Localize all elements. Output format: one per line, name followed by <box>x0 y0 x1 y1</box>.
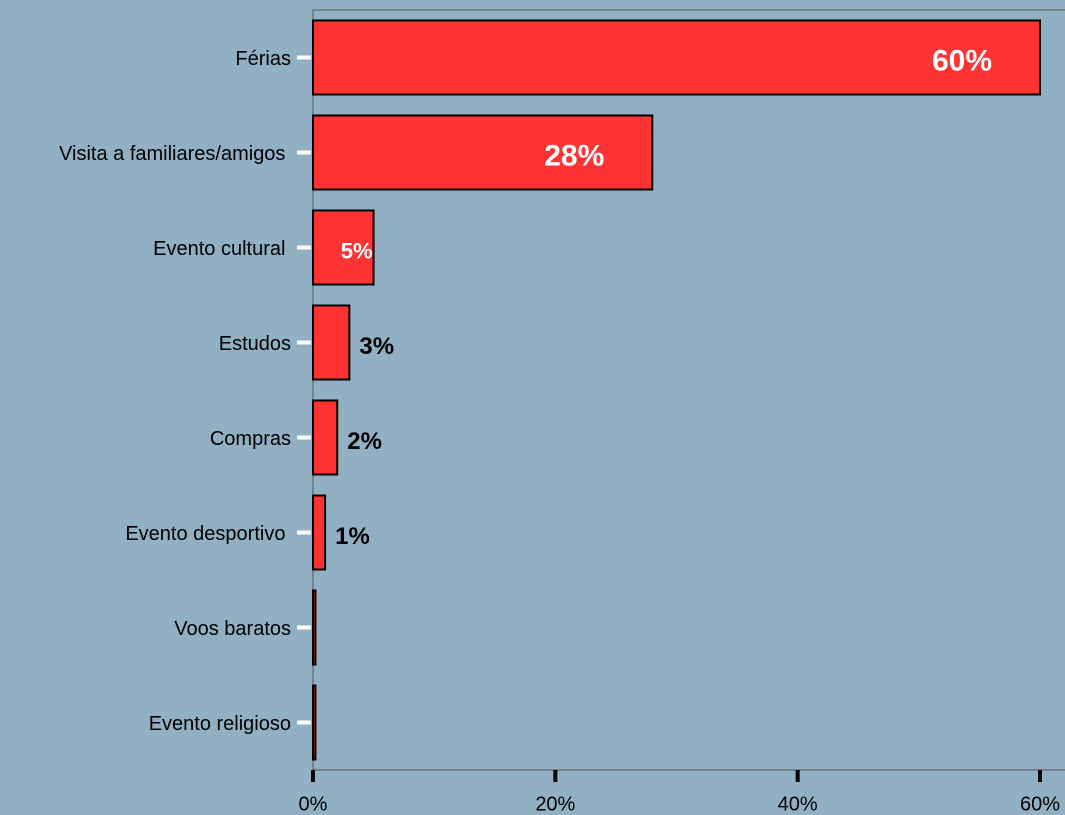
bar <box>312 19 1041 96</box>
value-label: 28% <box>544 139 604 172</box>
x-tick-label: 40% <box>778 793 818 815</box>
bar <box>312 209 375 286</box>
x-tick-label: 60% <box>1020 793 1060 815</box>
value-label: 3% <box>359 333 394 360</box>
value-label: 5% <box>341 238 373 263</box>
category-label: Evento cultural <box>153 238 291 260</box>
bar <box>312 494 327 571</box>
bar <box>312 399 339 476</box>
bar <box>312 684 317 761</box>
x-tick-label: 0% <box>299 793 328 815</box>
category-label: Visita a familiares/amigos <box>59 143 291 165</box>
category-label: Voos baratos <box>174 618 291 640</box>
x-tick-label: 20% <box>535 793 575 815</box>
category-label: Estudos <box>219 333 291 355</box>
value-label: 2% <box>347 428 382 455</box>
category-label: Compras <box>210 428 291 450</box>
bar <box>312 304 351 381</box>
bar <box>312 114 654 191</box>
value-label: 60% <box>932 44 992 77</box>
category-label: Evento religioso <box>149 713 291 735</box>
value-label: 1% <box>335 523 370 550</box>
bar <box>312 589 317 666</box>
category-label: Férias <box>235 48 291 70</box>
category-label: Evento desportivo <box>125 523 291 545</box>
